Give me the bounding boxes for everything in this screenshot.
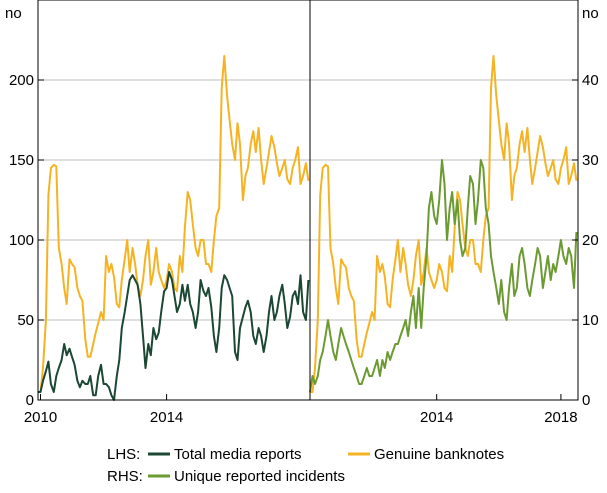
ytick-label-right-20: 20 xyxy=(582,232,599,249)
legend-rhs-label: RHS: xyxy=(107,468,143,485)
plot-frame xyxy=(37,0,579,401)
legend-text-genuine: Genuine banknotes xyxy=(374,446,504,463)
legend: LHS: Total media reports Genuine banknot… xyxy=(107,446,504,485)
legend-text-media: Total media reports xyxy=(174,446,302,463)
right-unit-label: no xyxy=(582,5,599,22)
xtick-label-0-2010: 2010 xyxy=(24,409,57,426)
series-lines xyxy=(38,55,578,401)
ytick-label-right-40: 40 xyxy=(582,72,599,89)
tick-labels: 0 50 100 150 200 2010 2014 0 10 20 30 40 2014 2018 xyxy=(9,72,599,426)
ytick-label-left-50: 50 xyxy=(17,312,34,329)
series-line-incidents_right xyxy=(309,159,578,393)
xtick-label-1-2014: 2014 xyxy=(420,409,453,426)
xtick-label-1-2018: 2018 xyxy=(544,409,577,426)
legend-lhs-label: LHS: xyxy=(107,446,140,463)
legend-text-incidents: Unique reported incidents xyxy=(174,468,345,485)
ytick-label-right-0: 0 xyxy=(582,392,590,409)
ytick-label-left-0: 0 xyxy=(26,392,34,409)
panel-frames xyxy=(37,0,579,401)
ytick-label-left-150: 150 xyxy=(9,152,34,169)
ytick-label-right-10: 10 xyxy=(582,312,599,329)
series-line-genuine_right xyxy=(310,55,578,393)
series-line-media_left xyxy=(38,271,310,401)
ytick-label-left-100: 100 xyxy=(9,232,34,249)
series-line-genuine_left xyxy=(38,55,310,393)
xtick-label-0-2014: 2014 xyxy=(150,409,183,426)
left-unit-label: no xyxy=(5,5,22,22)
ytick-label-right-30: 30 xyxy=(582,152,599,169)
ytick-label-left-200: 200 xyxy=(9,72,34,89)
